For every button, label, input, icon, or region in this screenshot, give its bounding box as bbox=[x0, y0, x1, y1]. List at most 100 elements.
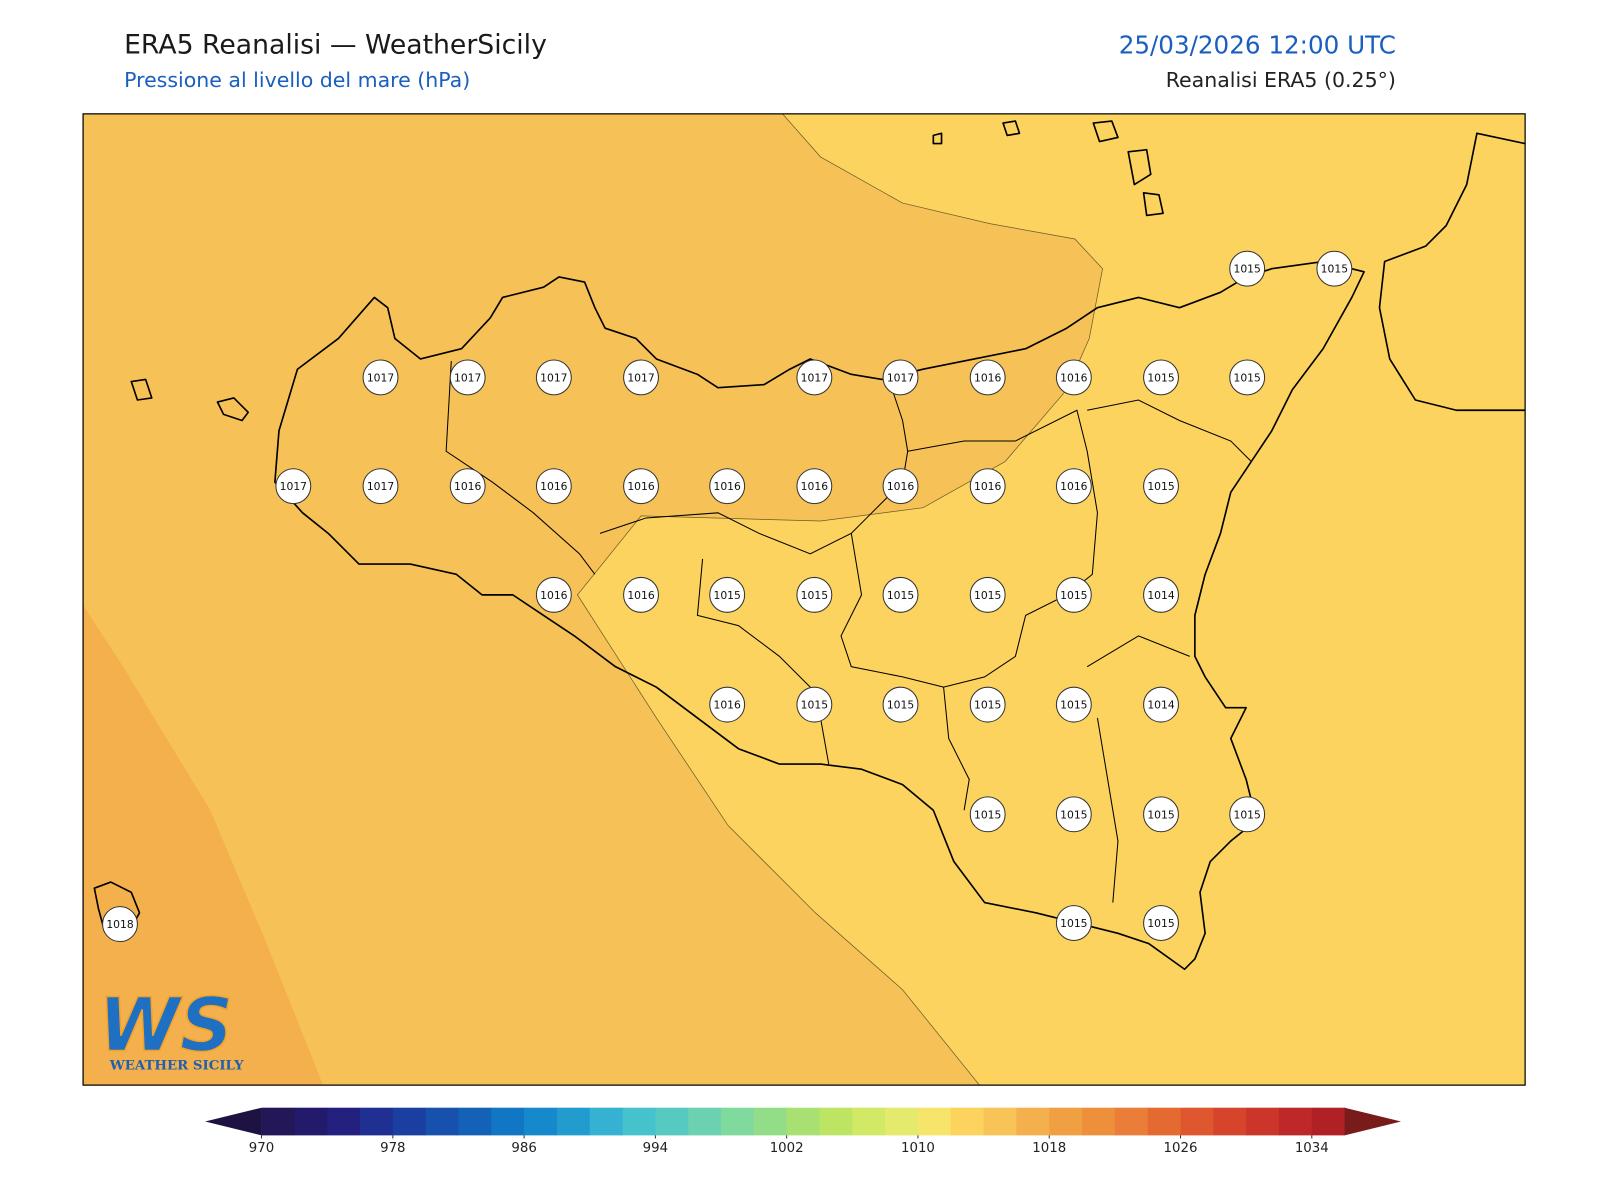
colorbar-bin bbox=[458, 1107, 492, 1136]
station-value: 1016 bbox=[1060, 480, 1088, 493]
colorbar-bin bbox=[294, 1107, 328, 1136]
station: 1015 bbox=[709, 576, 746, 613]
station-marker bbox=[1055, 796, 1092, 833]
station-value: 1015 bbox=[974, 808, 1001, 821]
colorbar-bin bbox=[688, 1107, 722, 1136]
colorbar-bin bbox=[950, 1107, 985, 1136]
station-marker bbox=[623, 576, 659, 613]
station-value: 1017 bbox=[887, 371, 914, 384]
station-value: 1018 bbox=[106, 918, 134, 931]
colorbar-bin bbox=[622, 1107, 656, 1136]
title: ERA5 Reanalisi — WeatherSicily bbox=[124, 29, 547, 60]
station: 1015 bbox=[969, 576, 1006, 613]
station-marker bbox=[1143, 796, 1179, 833]
station: 1014 bbox=[1143, 576, 1179, 613]
stations: 1015 1015 1017 1017 1017 1017 1017 1017 1016 1016… bbox=[102, 250, 1353, 943]
station-marker bbox=[796, 359, 833, 396]
station-value: 1015 bbox=[1147, 371, 1174, 384]
station-marker bbox=[969, 359, 1006, 396]
station-marker bbox=[882, 686, 919, 723]
station: 1015 bbox=[1143, 359, 1179, 396]
station: 1016 bbox=[709, 686, 746, 723]
station-value: 1015 bbox=[1060, 589, 1087, 602]
colorbar-bin bbox=[327, 1107, 361, 1136]
colorbar: 970 978 986 994 1002 1010 1018 1026 1034 bbox=[205, 1107, 1402, 1156]
station: 1016 bbox=[969, 359, 1006, 396]
station: 1015 bbox=[1055, 686, 1092, 723]
colorbar-bin bbox=[491, 1107, 525, 1136]
station-value: 1016 bbox=[974, 480, 1002, 493]
station-marker bbox=[362, 468, 399, 505]
station-value: 1015 bbox=[1233, 808, 1260, 821]
station-marker bbox=[535, 359, 572, 396]
station-marker bbox=[709, 576, 746, 613]
station-value: 1016 bbox=[801, 480, 829, 493]
station: 1015 bbox=[969, 796, 1006, 833]
colorbar-tick-label: 1010 bbox=[901, 1141, 935, 1156]
station-marker bbox=[1316, 250, 1353, 287]
colorbar-bin bbox=[819, 1107, 853, 1136]
station: 1015 bbox=[969, 686, 1006, 723]
colorbar-bin bbox=[524, 1107, 558, 1136]
station: 1015 bbox=[1229, 250, 1266, 287]
station: 1016 bbox=[969, 468, 1006, 505]
source: Reanalisi ERA5 (0.25°) bbox=[1166, 68, 1396, 92]
station-value: 1016 bbox=[540, 589, 568, 602]
colorbar-bin bbox=[556, 1107, 591, 1136]
station-value: 1015 bbox=[974, 589, 1001, 602]
station: 1016 bbox=[796, 468, 833, 505]
colorbar-bin bbox=[852, 1107, 886, 1136]
logo-name: WEATHER SICILY bbox=[109, 1058, 244, 1074]
station: 1016 bbox=[449, 468, 486, 505]
station: 1015 bbox=[1229, 796, 1266, 833]
station-value: 1017 bbox=[801, 371, 828, 384]
station-marker bbox=[449, 359, 486, 396]
station: 1016 bbox=[535, 468, 572, 505]
station-value: 1017 bbox=[540, 371, 567, 384]
colorbar-bin bbox=[1049, 1107, 1083, 1136]
station: 1017 bbox=[275, 468, 312, 505]
station: 1016 bbox=[882, 468, 919, 505]
colorbar-bin bbox=[1278, 1107, 1313, 1136]
station: 1015 bbox=[882, 686, 919, 723]
station-value: 1015 bbox=[1147, 808, 1174, 821]
station-marker bbox=[1143, 359, 1179, 396]
station: 1017 bbox=[362, 468, 399, 505]
subtitle: Pressione al livello del mare (hPa) bbox=[124, 68, 470, 92]
station: 1017 bbox=[535, 359, 572, 396]
datetime: 25/03/2026 12:00 UTC bbox=[1119, 30, 1396, 59]
station: 1016 bbox=[709, 468, 746, 505]
station-marker bbox=[362, 359, 399, 396]
station: 1016 bbox=[623, 468, 659, 505]
station-value: 1017 bbox=[367, 480, 394, 493]
station-value: 1015 bbox=[1060, 699, 1087, 712]
station-marker bbox=[623, 468, 659, 505]
station-marker bbox=[969, 686, 1006, 723]
station-value: 1014 bbox=[1147, 589, 1175, 602]
colorbar-bin bbox=[885, 1107, 919, 1136]
station-value: 1015 bbox=[1147, 480, 1174, 493]
pressure-band bbox=[83, 113, 1103, 1086]
colorbar-bin bbox=[983, 1107, 1017, 1136]
colorbar-bin bbox=[1114, 1107, 1149, 1136]
map: 1015 1015 1017 1017 1017 1017 1017 1017 1016 1016… bbox=[83, 113, 1526, 1086]
colorbar-tick-label: 978 bbox=[380, 1141, 405, 1156]
station-marker bbox=[1143, 468, 1179, 505]
station-marker bbox=[535, 468, 572, 505]
colorbar-bin bbox=[392, 1107, 427, 1136]
pressure-band bbox=[83, 605, 324, 1086]
station-value: 1014 bbox=[1147, 699, 1175, 712]
station: 1015 bbox=[1316, 250, 1353, 287]
logo-mark: WS bbox=[98, 982, 233, 1068]
station: 1018 bbox=[102, 906, 138, 943]
colorbar-bin bbox=[753, 1107, 788, 1136]
station-value: 1017 bbox=[627, 371, 654, 384]
station-value: 1017 bbox=[454, 371, 481, 384]
station: 1016 bbox=[535, 576, 572, 613]
colorbar-tick-label: 970 bbox=[249, 1141, 274, 1156]
station: 1015 bbox=[1143, 905, 1179, 942]
station: 1015 bbox=[1055, 905, 1092, 942]
station-value: 1017 bbox=[367, 371, 394, 384]
map-frame bbox=[82, 113, 1526, 1086]
